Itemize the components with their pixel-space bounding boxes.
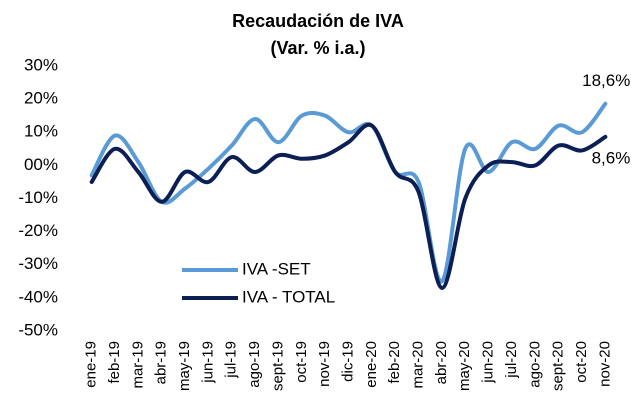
x-tick-label: jun-19 bbox=[199, 341, 216, 384]
x-tick-label: abr-19 bbox=[153, 341, 170, 384]
x-tick-label: nov-19 bbox=[316, 341, 333, 387]
x-tick-label: mar-19 bbox=[129, 341, 146, 389]
y-tick-label: -50% bbox=[18, 320, 58, 339]
y-tick-label: -10% bbox=[18, 188, 58, 207]
x-tick-label: sept-20 bbox=[550, 341, 567, 391]
y-tick-label: -20% bbox=[18, 221, 58, 240]
x-tick-label: oct-20 bbox=[573, 341, 590, 383]
x-tick-label: abr-20 bbox=[433, 341, 450, 384]
y-tick-label: 20% bbox=[24, 89, 58, 108]
y-tick-label: -30% bbox=[18, 254, 58, 273]
x-tick-label: dic-19 bbox=[339, 341, 356, 382]
data-label: 8,6% bbox=[592, 148, 631, 167]
x-tick-label: ago-20 bbox=[526, 341, 543, 388]
line-series bbox=[89, 122, 608, 290]
x-tick-label: jul-20 bbox=[503, 341, 520, 379]
x-tick-label: jun-20 bbox=[480, 341, 497, 384]
data-label: 18,6% bbox=[582, 71, 630, 90]
x-tick-label: feb-19 bbox=[106, 341, 123, 384]
x-tick-label: jul-19 bbox=[223, 341, 240, 379]
x-tick-label: may-20 bbox=[456, 341, 473, 391]
legend-label: IVA - TOTAL bbox=[242, 287, 335, 306]
x-tick-label: oct-19 bbox=[293, 341, 310, 383]
y-tick-label: 00% bbox=[24, 155, 58, 174]
legend-label: IVA -SET bbox=[242, 259, 311, 278]
chart-title: Recaudación de IVA bbox=[232, 11, 404, 31]
x-tick-label: nov-20 bbox=[596, 341, 613, 387]
x-tick-label: feb-20 bbox=[386, 341, 403, 384]
x-tick-label: ene-19 bbox=[83, 341, 100, 388]
y-tick-label: 10% bbox=[24, 122, 58, 141]
x-tick-label: mar-20 bbox=[410, 341, 427, 389]
x-tick-label: sept-19 bbox=[269, 341, 286, 391]
x-tick-label: may-19 bbox=[176, 341, 193, 391]
x-tick-label: ago-19 bbox=[246, 341, 263, 388]
line-series bbox=[89, 101, 608, 284]
y-tick-label: 30% bbox=[24, 55, 58, 74]
y-tick-label: -40% bbox=[18, 287, 58, 306]
x-tick-label: ene-20 bbox=[363, 341, 380, 388]
chart-subtitle: (Var. % i.a.) bbox=[270, 38, 365, 58]
